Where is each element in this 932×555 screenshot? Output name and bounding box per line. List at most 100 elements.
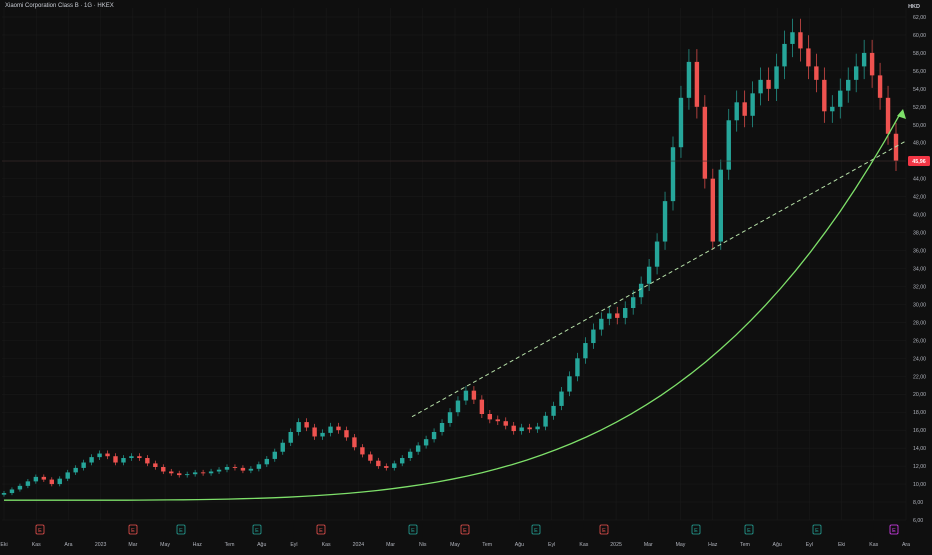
- earnings-marker-label: E: [38, 528, 42, 534]
- x-tick-label: Ara: [64, 542, 72, 548]
- candle: [846, 79, 851, 91]
- y-tick-label: 38,00: [913, 231, 926, 237]
- candle: [296, 422, 301, 432]
- candle: [145, 458, 150, 464]
- x-tick-label: Tem: [740, 542, 750, 548]
- y-tick-label: 44,00: [913, 177, 926, 183]
- candle: [638, 283, 644, 298]
- candle: [113, 456, 118, 463]
- candle: [352, 437, 357, 448]
- candle: [822, 79, 827, 112]
- candle: [192, 472, 198, 475]
- candle: [710, 178, 716, 242]
- x-tick-label: Eyl: [548, 542, 555, 548]
- earnings-marker: [35, 524, 45, 535]
- candle: [1, 493, 7, 495]
- y-tick-label: 16,00: [913, 428, 926, 434]
- x-tick-label: Haz: [708, 542, 718, 548]
- candle: [407, 451, 413, 459]
- x-tick-label: Eki: [0, 542, 7, 548]
- earnings-marker: [744, 524, 754, 535]
- candle: [33, 476, 39, 482]
- y-tick-label: 14,00: [913, 446, 926, 452]
- candle: [17, 485, 23, 490]
- candle: [806, 48, 811, 67]
- x-tick-label: 2025: [610, 542, 622, 548]
- currency-label: HKD: [908, 4, 920, 10]
- candle: [686, 61, 692, 98]
- candle: [463, 390, 469, 401]
- candle: [670, 147, 676, 202]
- candle: [423, 439, 429, 446]
- y-tick-label: 56,00: [913, 69, 926, 75]
- x-tick-label: Ağu: [515, 542, 524, 548]
- candle: [877, 75, 883, 98]
- candle: [702, 106, 708, 179]
- earnings-marker-label: E: [602, 528, 606, 534]
- candle: [734, 102, 739, 121]
- candle: [105, 453, 110, 457]
- earnings-marker: [252, 524, 262, 535]
- y-tick-label: 26,00: [913, 338, 926, 344]
- earnings-marker: [691, 524, 701, 535]
- y-tick-label: 28,00: [913, 320, 926, 326]
- y-tick-label: 50,00: [913, 123, 926, 129]
- y-tick-label: 18,00: [913, 410, 926, 416]
- earnings-marker-label: E: [411, 528, 415, 534]
- earnings-marker: [531, 524, 541, 535]
- y-tick-label: 6,00: [913, 518, 923, 524]
- y-tick-label: 12,00: [913, 464, 926, 470]
- last-price-label: 45,96: [912, 159, 926, 165]
- candle: [288, 431, 293, 443]
- candle: [853, 66, 859, 80]
- candle: [591, 329, 596, 344]
- x-tick-label: 2024: [353, 542, 365, 548]
- earnings-marker-label: E: [131, 528, 135, 534]
- candle: [567, 376, 572, 392]
- candle: [97, 453, 102, 458]
- candle: [750, 93, 755, 116]
- earnings-marker: [408, 524, 418, 535]
- candle: [535, 426, 540, 430]
- y-tick-label: 8,00: [913, 500, 923, 506]
- candle: [599, 318, 604, 330]
- y-tick-label: 42,00: [913, 195, 926, 201]
- candle: [312, 427, 317, 437]
- candle: [623, 308, 628, 318]
- y-tick-label: 24,00: [913, 356, 926, 362]
- candle: [630, 297, 636, 309]
- candle: [256, 464, 262, 469]
- x-tick-label: Kas: [322, 542, 331, 548]
- candle: [368, 454, 373, 461]
- candle: [65, 472, 70, 479]
- candle: [336, 426, 341, 431]
- x-tick-label: May: [450, 542, 460, 548]
- x-tick-label: Kas: [869, 542, 878, 548]
- candle: [49, 479, 54, 485]
- candle: [479, 399, 485, 415]
- candle: [240, 467, 246, 471]
- x-tick-label: Haz: [193, 542, 203, 548]
- earnings-marker-label: E: [463, 528, 467, 534]
- candle: [861, 52, 867, 67]
- x-tick-label: May: [160, 542, 170, 548]
- earnings-marker: [176, 524, 186, 535]
- candle: [455, 400, 461, 413]
- candle: [137, 456, 142, 459]
- candle: [73, 467, 78, 473]
- candle: [360, 447, 365, 455]
- earnings-marker-label: E: [892, 528, 896, 534]
- y-tick-label: 58,00: [913, 51, 926, 57]
- candle: [495, 419, 500, 422]
- candle: [272, 451, 277, 459]
- candle: [224, 467, 230, 470]
- candle: [575, 358, 580, 377]
- y-tick-label: 22,00: [913, 374, 926, 380]
- earnings-marker: [889, 524, 899, 535]
- candle: [774, 66, 779, 89]
- candle: [527, 427, 532, 430]
- y-tick-label: 10,00: [913, 482, 926, 488]
- candle: [607, 313, 612, 319]
- candle: [89, 457, 94, 463]
